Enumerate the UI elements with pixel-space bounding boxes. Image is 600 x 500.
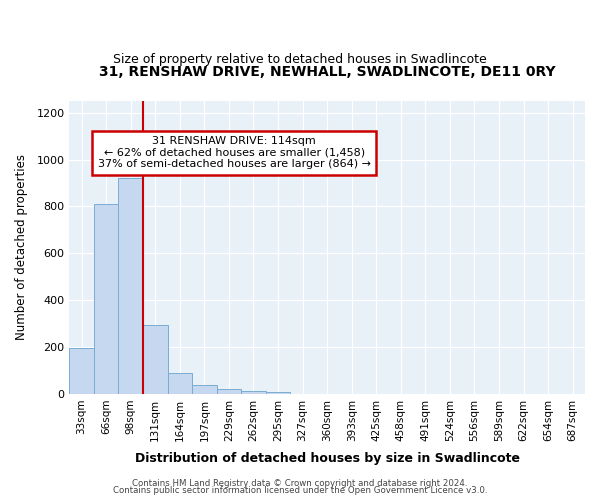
Bar [241, 391, 266, 394]
Bar [266, 392, 290, 394]
Title: 31, RENSHAW DRIVE, NEWHALL, SWADLINCOTE, DE11 0RY: 31, RENSHAW DRIVE, NEWHALL, SWADLINCOTE,… [99, 65, 556, 79]
Bar [192, 385, 217, 394]
Bar [94, 204, 118, 394]
Text: Contains HM Land Registry data © Crown copyright and database right 2024.: Contains HM Land Registry data © Crown c… [132, 478, 468, 488]
Text: 31 RENSHAW DRIVE: 114sqm
← 62% of detached houses are smaller (1,458)
37% of sem: 31 RENSHAW DRIVE: 114sqm ← 62% of detach… [98, 136, 371, 170]
X-axis label: Distribution of detached houses by size in Swadlincote: Distribution of detached houses by size … [134, 452, 520, 465]
Text: Size of property relative to detached houses in Swadlincote: Size of property relative to detached ho… [113, 52, 487, 66]
Bar [118, 178, 143, 394]
Bar [167, 373, 192, 394]
Text: Contains public sector information licensed under the Open Government Licence v3: Contains public sector information licen… [113, 486, 487, 495]
Bar [70, 348, 94, 394]
Bar [217, 389, 241, 394]
Bar [143, 325, 167, 394]
Y-axis label: Number of detached properties: Number of detached properties [15, 154, 28, 340]
